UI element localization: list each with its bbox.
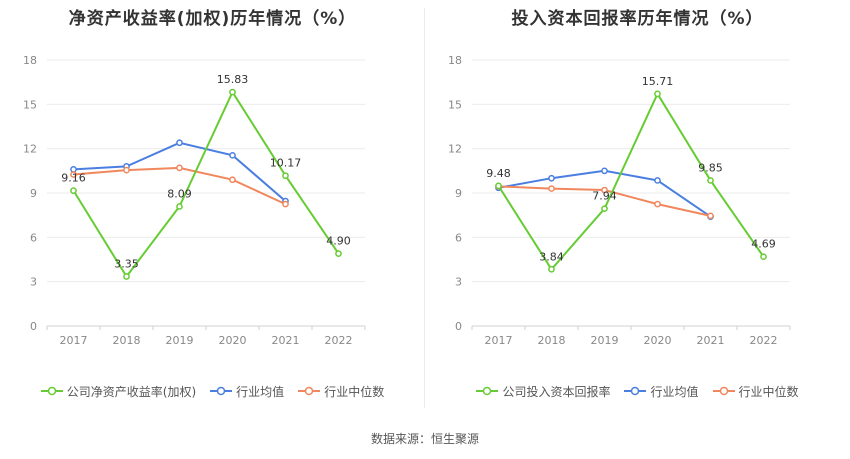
y-tick-label: 0	[30, 320, 37, 333]
legend-swatch-icon	[40, 386, 63, 396]
data-point	[70, 171, 77, 178]
x-tick-label: 2021	[272, 334, 300, 347]
y-tick-label: 3	[30, 276, 37, 289]
legend-item-company[interactable]: 公司净资产收益率(加权)	[40, 383, 197, 400]
legend-item-industry-median[interactable]: 行业中位数	[712, 383, 799, 400]
panel-divider	[424, 8, 425, 408]
legend-item-industry-mean[interactable]: 行业均值	[624, 383, 699, 400]
data-point	[654, 177, 661, 184]
legend: 公司净资产收益率(加权) 行业均值 行业中位数	[0, 380, 425, 402]
data-label: 3.35	[114, 257, 139, 270]
x-tick-label: 2020	[644, 334, 672, 347]
data-label: 8.09	[167, 187, 192, 200]
chart-title: 净资产收益率(加权)历年情况（%）	[68, 9, 357, 29]
data-point	[176, 164, 183, 172]
x-tick-label: 2021	[697, 334, 725, 347]
y-tick-label: 12	[448, 143, 462, 156]
data-label: 3.84	[539, 250, 564, 263]
y-tick-label: 18	[23, 54, 37, 67]
data-point	[548, 185, 555, 192]
data-label: 15.83	[217, 73, 249, 86]
data-point	[70, 187, 77, 194]
x-tick-label: 2019	[166, 334, 194, 347]
x-tick-label: 2018	[113, 334, 141, 347]
y-tick-label: 9	[30, 187, 37, 200]
y-tick-label: 3	[455, 276, 462, 289]
x-tick-label: 2018	[538, 334, 566, 347]
data-point	[654, 200, 661, 208]
legend-label: 行业中位数	[324, 384, 385, 399]
data-point	[282, 172, 289, 180]
legend-item-industry-mean[interactable]: 行业均值	[210, 383, 284, 400]
x-tick-label: 2019	[591, 334, 619, 347]
legend-item-industry-median[interactable]: 行业中位数	[298, 383, 384, 400]
roic-chart-panel: 投入资本回报率历年情况（%） 0 3 6 9 12 15 18 2017 2018 2019 202…	[425, 0, 850, 420]
y-tick-label: 6	[30, 231, 37, 244]
data-source-note: 数据来源：恒生聚源	[370, 432, 479, 446]
data-point	[229, 151, 236, 159]
data-point	[601, 186, 608, 194]
x-tick-label: 2017	[485, 334, 513, 347]
data-point	[548, 265, 555, 273]
x-tick-label: 2020	[219, 334, 247, 347]
data-label: 7.94	[592, 190, 617, 203]
legend: 公司投入资本回报率 行业均值 行业中位数	[425, 380, 850, 402]
y-tick-label: 9	[455, 187, 462, 200]
legend-item-company[interactable]: 公司投入资本回报率	[476, 383, 610, 400]
legend-label: 公司投入资本回报率	[502, 384, 611, 399]
data-point	[548, 174, 555, 182]
legend-label: 行业中位数	[738, 384, 799, 399]
roic-chart: 0 3 6 9 12 15 18 2017 2018 2019 2020 2021 2022 9.48 3.…	[448, 54, 791, 347]
legend-swatch-icon	[476, 386, 499, 396]
legend-label: 公司净资产收益率(加权)	[66, 384, 197, 399]
y-tick-label: 15	[23, 98, 37, 111]
data-label: 4.69	[751, 238, 776, 251]
legend-swatch-icon	[210, 386, 233, 396]
roe-chart: 0 3 6 9 12 15 18 2017 2018 2019 2020 2021 2022 9.16 3.…	[23, 54, 366, 347]
y-tick-label: 0	[455, 320, 462, 333]
data-label: 15.71	[642, 75, 674, 88]
data-label: 9.48	[486, 167, 511, 180]
roe-chart-panel: 净资产收益率(加权)历年情况（%） 0 3 6 9 12 15 18 2017 2018 2019…	[0, 0, 425, 420]
data-point	[282, 200, 289, 208]
series-line	[497, 91, 765, 271]
data-point	[601, 167, 608, 175]
y-tick-label: 18	[448, 54, 462, 67]
y-tick-label: 6	[455, 231, 462, 244]
y-tick-label: 12	[23, 143, 37, 156]
y-tick-label: 15	[448, 98, 462, 111]
data-point	[707, 177, 714, 184]
x-tick-label: 2022	[325, 334, 353, 347]
data-label: 9.85	[698, 161, 723, 174]
legend-label: 行业均值	[236, 384, 285, 399]
data-point	[123, 273, 130, 280]
legend-swatch-icon	[298, 386, 321, 396]
data-label: 10.17	[270, 157, 302, 170]
data-point	[229, 88, 236, 96]
data-point	[123, 166, 130, 174]
x-tick-label: 2017	[60, 334, 88, 347]
data-point	[176, 139, 183, 147]
legend-swatch-icon	[712, 386, 735, 396]
data-point	[335, 250, 342, 257]
legend-swatch-icon	[624, 386, 647, 396]
data-point	[601, 205, 608, 213]
data-label: 9.16	[61, 172, 86, 185]
data-point	[707, 212, 714, 220]
chart-title: 投入资本回报率历年情况（%）	[511, 9, 764, 29]
data-point	[229, 176, 236, 184]
data-point	[760, 253, 767, 261]
data-point	[654, 90, 661, 98]
legend-label: 行业均值	[650, 384, 699, 399]
series-line	[72, 90, 340, 279]
data-point	[495, 182, 502, 190]
x-tick-label: 2022	[750, 334, 778, 347]
data-label: 4.90	[326, 235, 351, 248]
data-point	[176, 203, 183, 210]
